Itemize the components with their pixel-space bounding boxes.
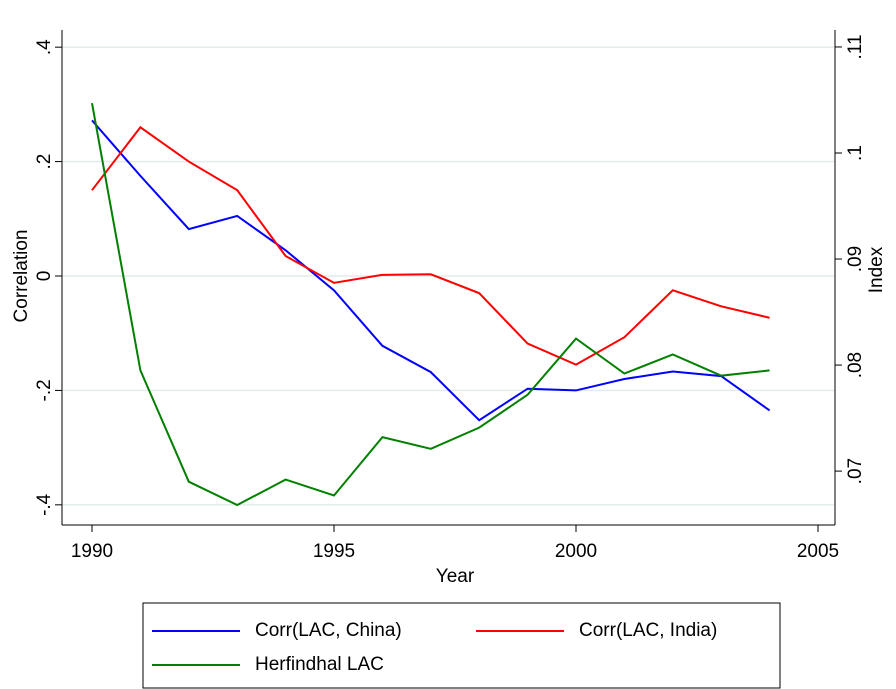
legend-label: Corr(LAC, China): [255, 620, 402, 641]
y-tick-label: .4: [34, 39, 55, 55]
series-line: [91, 102, 770, 507]
x-tick-label: 1990: [71, 541, 113, 562]
legend-label: Herfindhal LAC: [255, 654, 384, 675]
y2-tick-label: .09: [845, 246, 866, 272]
x-tick-label: 1995: [313, 541, 355, 562]
legend: [142, 602, 781, 689]
y-tick-label: .2: [34, 154, 55, 170]
y2-tick-label: .08: [845, 352, 866, 378]
y2-tick-label: .07: [845, 458, 866, 484]
y-tick-label: -.4: [34, 493, 55, 516]
y-axis-title: Correlation: [11, 230, 32, 323]
series-line: [91, 119, 771, 422]
legend-label: Corr(LAC, India): [579, 620, 717, 641]
x-tick-label: 2005: [797, 541, 839, 562]
y-tick-label: -.2: [34, 379, 55, 401]
x-tick-label: 2000: [555, 541, 597, 562]
x-axis-title: Year: [436, 566, 475, 587]
series-line: [91, 125, 770, 366]
y2-tick-label: .1: [845, 145, 866, 161]
y2-tick-label: .11: [845, 34, 866, 59]
y-tick-label: 0: [34, 271, 55, 282]
y2-axis-title: Index: [866, 246, 887, 293]
